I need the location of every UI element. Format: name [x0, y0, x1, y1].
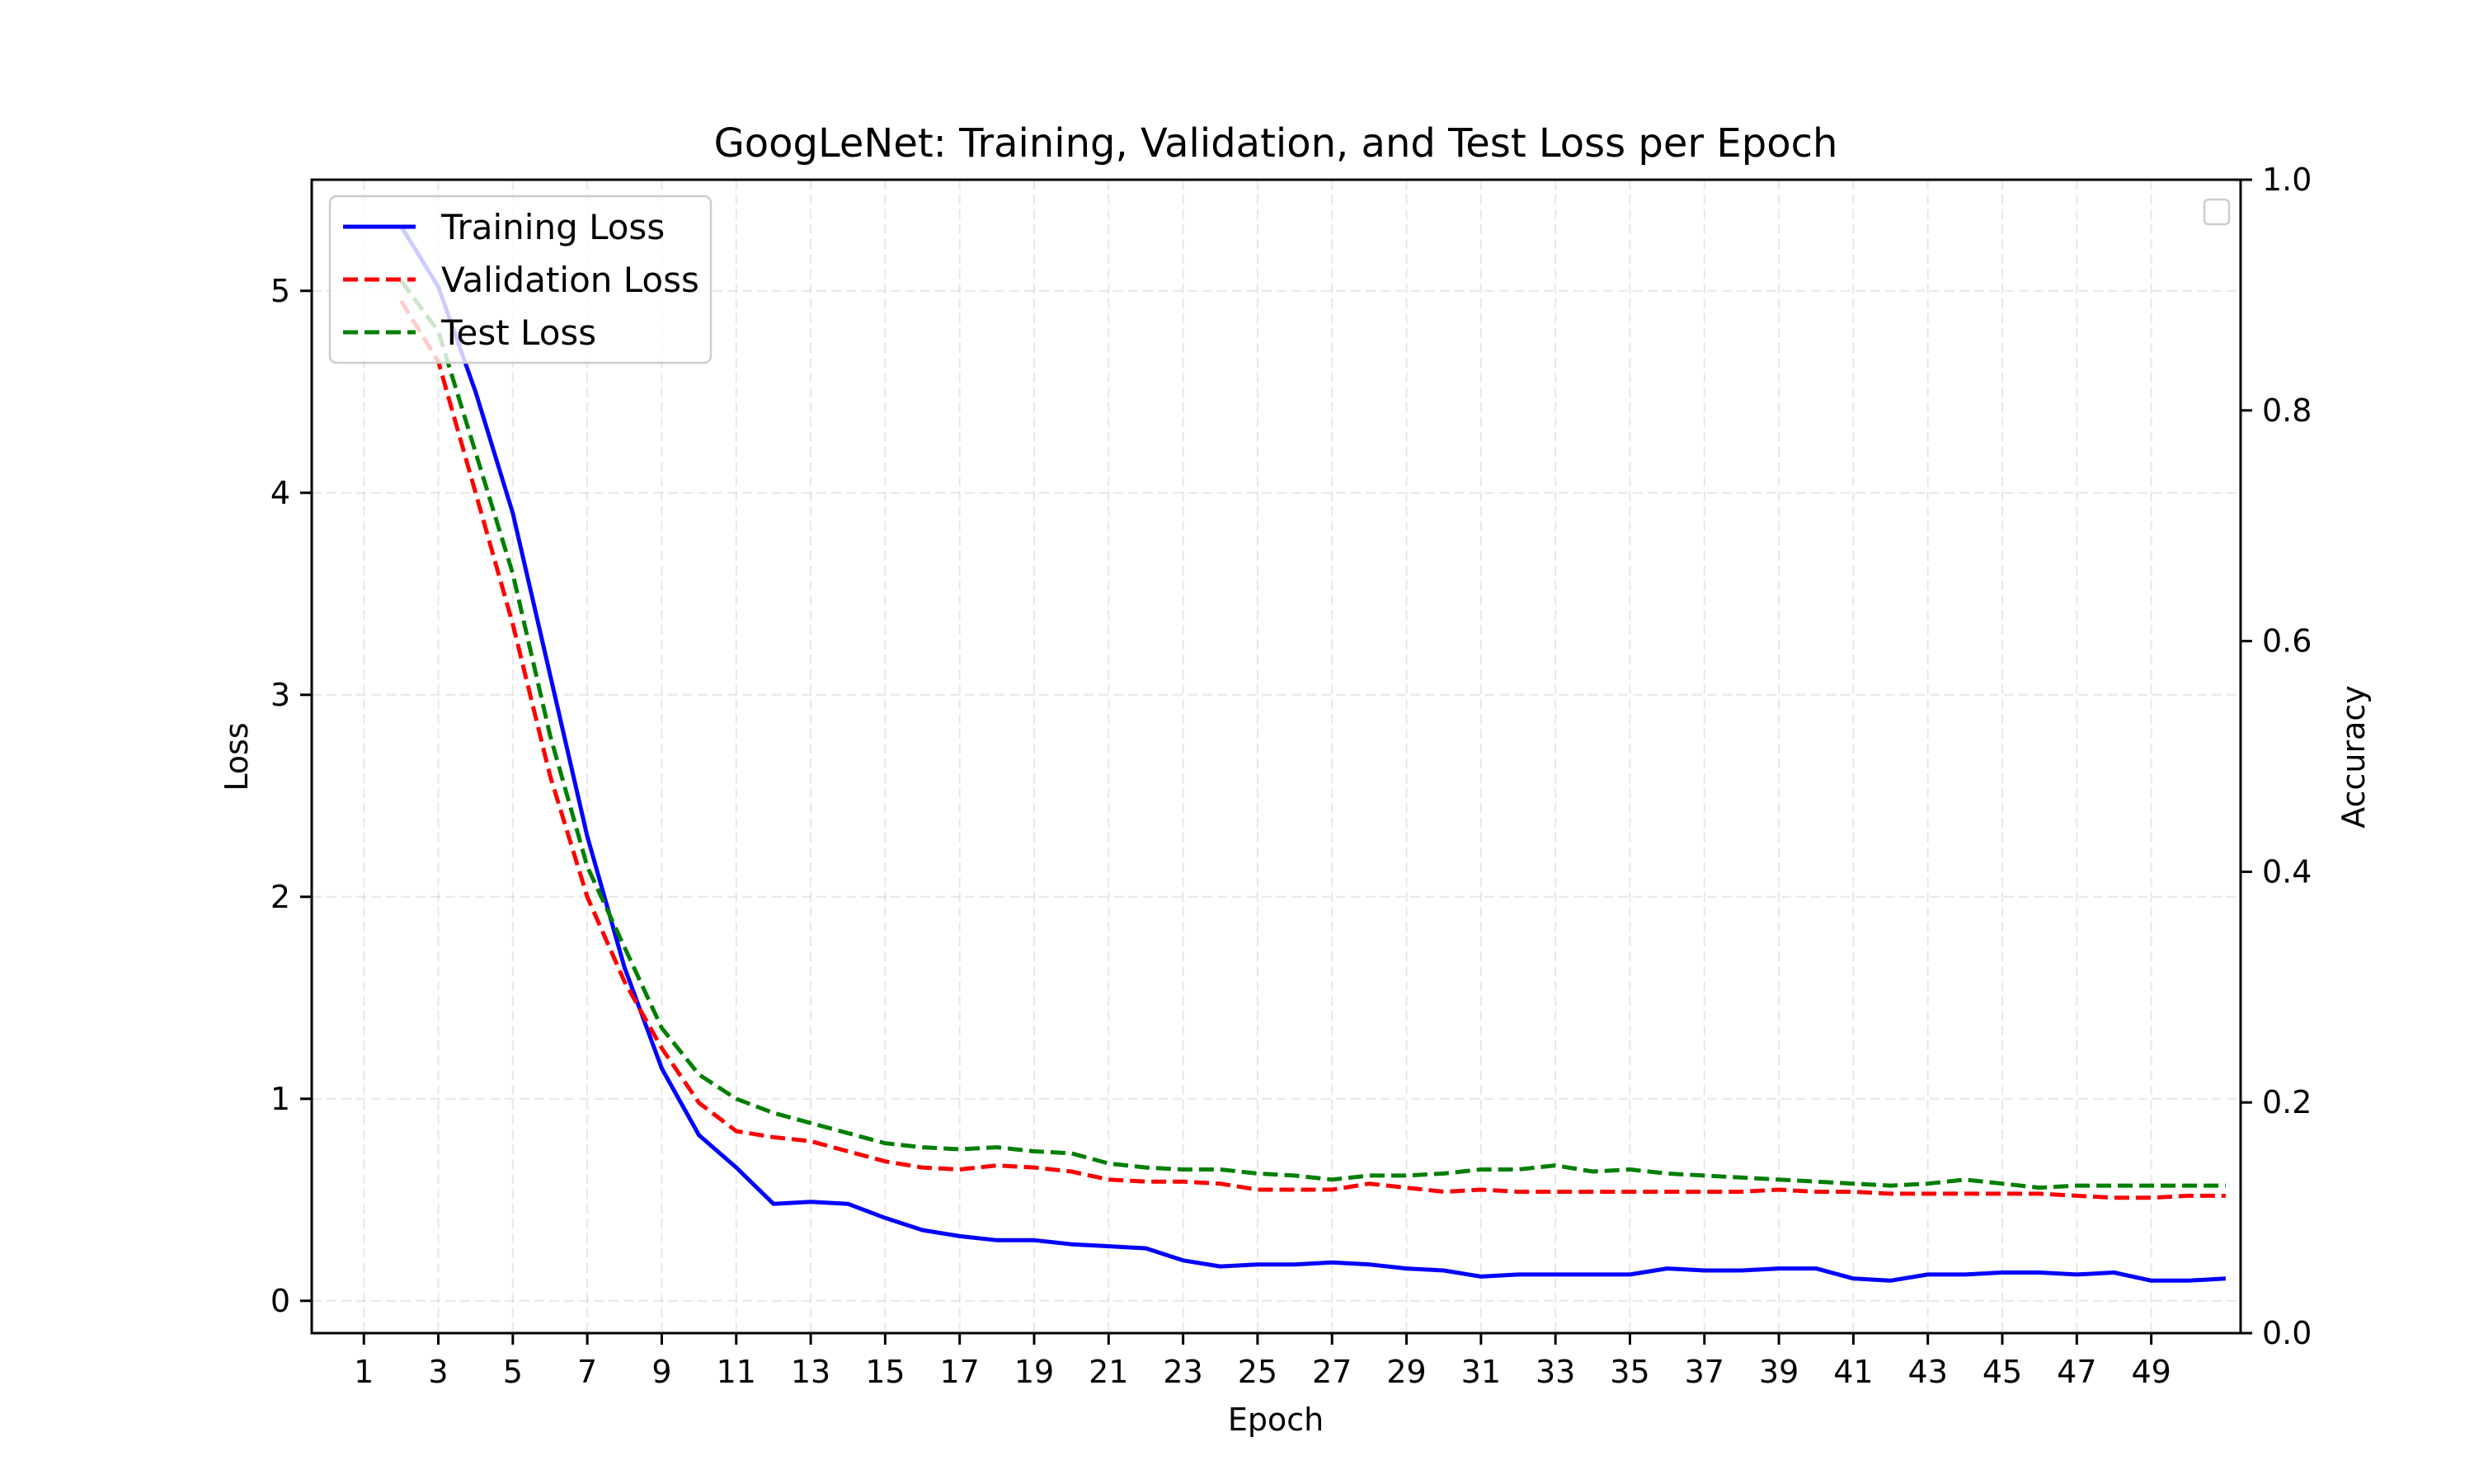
y-tick-label: 4	[270, 475, 290, 511]
series-line-2	[399, 279, 2226, 1190]
legend-label-1: Validation Loss	[441, 260, 699, 300]
y2-tick-label: 0.6	[2262, 623, 2312, 660]
legend: Training Loss Validation Loss Test Loss	[328, 195, 713, 364]
y-tick-label: 3	[270, 677, 290, 713]
x-tick-label: 3	[428, 1354, 448, 1390]
y-tick-label: 2	[270, 879, 290, 915]
y-tick-label: 0	[270, 1283, 290, 1319]
x-tick-label: 11	[717, 1354, 756, 1390]
x-tick-label: 41	[1833, 1354, 1873, 1390]
y2-tick-label: 0.8	[2262, 392, 2312, 429]
secondary-legend-box	[2203, 198, 2231, 226]
y-tick-label: 1	[270, 1081, 290, 1117]
chart-title: GoogLeNet: Training, Validation, and Tes…	[714, 120, 1838, 167]
x-axis-label: Epoch	[1228, 1402, 1324, 1438]
x-tick-label: 17	[940, 1354, 980, 1390]
x-tick-label: 39	[1759, 1354, 1799, 1390]
x-tick-label: 19	[1014, 1354, 1054, 1390]
x-tick-label: 5	[503, 1354, 523, 1390]
legend-box	[328, 195, 713, 364]
x-tick-label: 47	[2057, 1354, 2096, 1390]
x-tick-label: 23	[1163, 1354, 1202, 1390]
y2-tick-label: 0.2	[2262, 1084, 2312, 1120]
y2-tick-label: 0.0	[2262, 1315, 2312, 1351]
x-axis-ticks: 1 3 5 7 9 11 13 15 17 19 21 23 25 27 29 31 33 35 37 39 41 43 4…	[354, 1333, 2171, 1390]
x-tick-label: 31	[1461, 1354, 1501, 1390]
x-tick-label: 27	[1312, 1354, 1352, 1390]
x-tick-label: 9	[651, 1354, 671, 1390]
x-tick-label: 35	[1610, 1354, 1649, 1390]
series-lines	[399, 225, 2227, 1283]
x-tick-label: 45	[1982, 1354, 2022, 1390]
legend-label-2: Test Loss	[440, 312, 596, 353]
x-tick-label: 21	[1089, 1354, 1128, 1390]
x-tick-label: 1	[354, 1354, 374, 1390]
x-tick-label: 7	[577, 1354, 597, 1390]
y2-axis-ticks: 0.0 0.2 0.4 0.6 0.8 1.0	[2241, 162, 2312, 1351]
plot-frame	[310, 178, 2242, 1335]
y2-tick-label: 1.0	[2262, 162, 2312, 198]
x-tick-label: 33	[1536, 1354, 1575, 1390]
x-tick-label: 49	[2131, 1354, 2171, 1390]
y-axis-ticks: 0 1 2 3 4 5	[270, 273, 312, 1319]
x-tick-label: 37	[1685, 1354, 1724, 1390]
x-tick-label: 29	[1386, 1354, 1426, 1390]
x-tick-label: 43	[1908, 1354, 1948, 1390]
y-tick-label: 5	[270, 273, 290, 309]
legend-label-0: Training Loss	[440, 207, 665, 247]
y-axis-label: Loss	[219, 722, 255, 791]
x-tick-label: 15	[865, 1354, 905, 1390]
x-tick-label: 25	[1238, 1354, 1277, 1390]
y2-axis-label: Accuracy	[2335, 685, 2372, 829]
series-line-0	[399, 225, 2227, 1283]
y2-tick-label: 0.4	[2262, 853, 2312, 890]
series-line-1	[399, 299, 2226, 1200]
x-tick-label: 13	[791, 1354, 830, 1390]
